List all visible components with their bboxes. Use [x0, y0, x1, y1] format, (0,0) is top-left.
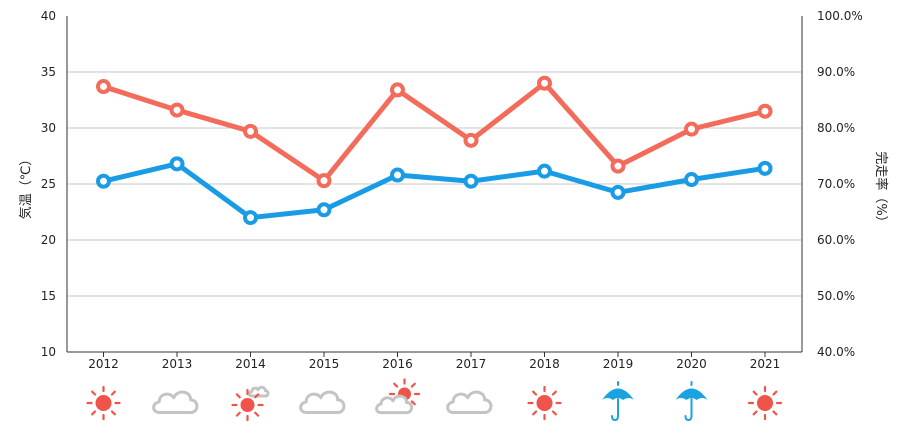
x-tick-label: 2015: [309, 357, 340, 371]
left-tick-label: 40: [41, 9, 56, 23]
series-layer: [96, 75, 773, 226]
x-tick-label: 2016: [382, 357, 413, 371]
umbrella-icon: [602, 381, 634, 422]
right-tick-label: 80.0%: [817, 121, 855, 135]
right-tick-label: 60.0%: [817, 233, 855, 247]
right-tick-label: 100.0%: [817, 9, 863, 23]
x-tick-label: 2018: [529, 357, 560, 371]
sun-icon: [747, 385, 783, 421]
data-point-left: [243, 123, 258, 139]
right-tick-label: 70.0%: [817, 177, 855, 191]
x-tick-label: 2014: [235, 357, 266, 371]
data-point-right: [316, 202, 332, 218]
left-axis-ticks: 40 35 30 25 20 15 10: [41, 9, 56, 359]
data-point-left: [463, 132, 479, 148]
data-point-right: [390, 167, 405, 183]
data-point-right: [757, 160, 773, 176]
data-point-right: [463, 173, 479, 189]
cloud-icon: [446, 390, 493, 414]
data-point-right: [96, 173, 111, 189]
x-tick-label: 2017: [456, 357, 487, 371]
series-line-left: [101, 80, 768, 184]
right-tick-label: 90.0%: [817, 65, 855, 79]
weather-icons-row: [86, 378, 783, 422]
umbrella-icon: [675, 381, 708, 422]
right-axis-ticks: 100.0% 90.0% 80.0% 70.0% 60.0% 50.0% 40.0%: [817, 9, 863, 359]
left-axis-title: 気温（℃）: [18, 153, 34, 220]
data-point-left: [316, 173, 332, 189]
right-tick-label: 50.0%: [817, 289, 855, 303]
x-tick-label: 2012: [88, 357, 119, 371]
data-point-left: [610, 158, 626, 174]
sun-icon: [86, 385, 121, 421]
data-point-right: [610, 184, 626, 200]
x-tick-label: 2021: [750, 357, 781, 371]
left-tick-label: 30: [41, 121, 56, 135]
left-tick-label: 20: [41, 233, 56, 247]
sun-cloud-icon: [231, 385, 270, 422]
data-point-left: [96, 79, 111, 95]
data-point-right: [169, 156, 185, 172]
data-point-left: [757, 103, 773, 119]
axes: [66, 16, 803, 353]
data-point-left: [684, 121, 699, 137]
cloud-sun-icon: [375, 378, 421, 415]
series-line-right: [101, 161, 768, 221]
data-point-right: [537, 163, 552, 179]
cloud-icon: [299, 390, 346, 414]
x-tick-label: 2019: [603, 357, 634, 371]
x-axis-ticks: 2012 2013 2014 2015 2016 2017 2018 2019 2020 2021: [88, 352, 780, 371]
x-tick-label: 2020: [676, 357, 707, 371]
left-tick-label: 10: [41, 345, 56, 359]
sun-icon: [527, 385, 562, 421]
x-tick-label: 2013: [162, 357, 193, 371]
data-point-right: [684, 172, 699, 188]
data-point-left: [537, 75, 552, 91]
data-point-left: [390, 82, 405, 98]
cloud-icon: [152, 390, 199, 414]
left-tick-label: 15: [41, 289, 56, 303]
right-axis-title: 完走率（%）: [873, 151, 889, 228]
gridlines: [67, 71, 802, 297]
right-tick-label: 40.0%: [817, 345, 855, 359]
left-tick-label: 25: [41, 177, 56, 191]
left-tick-label: 35: [41, 65, 56, 79]
data-point-left: [169, 102, 185, 118]
data-point-right: [243, 210, 258, 226]
